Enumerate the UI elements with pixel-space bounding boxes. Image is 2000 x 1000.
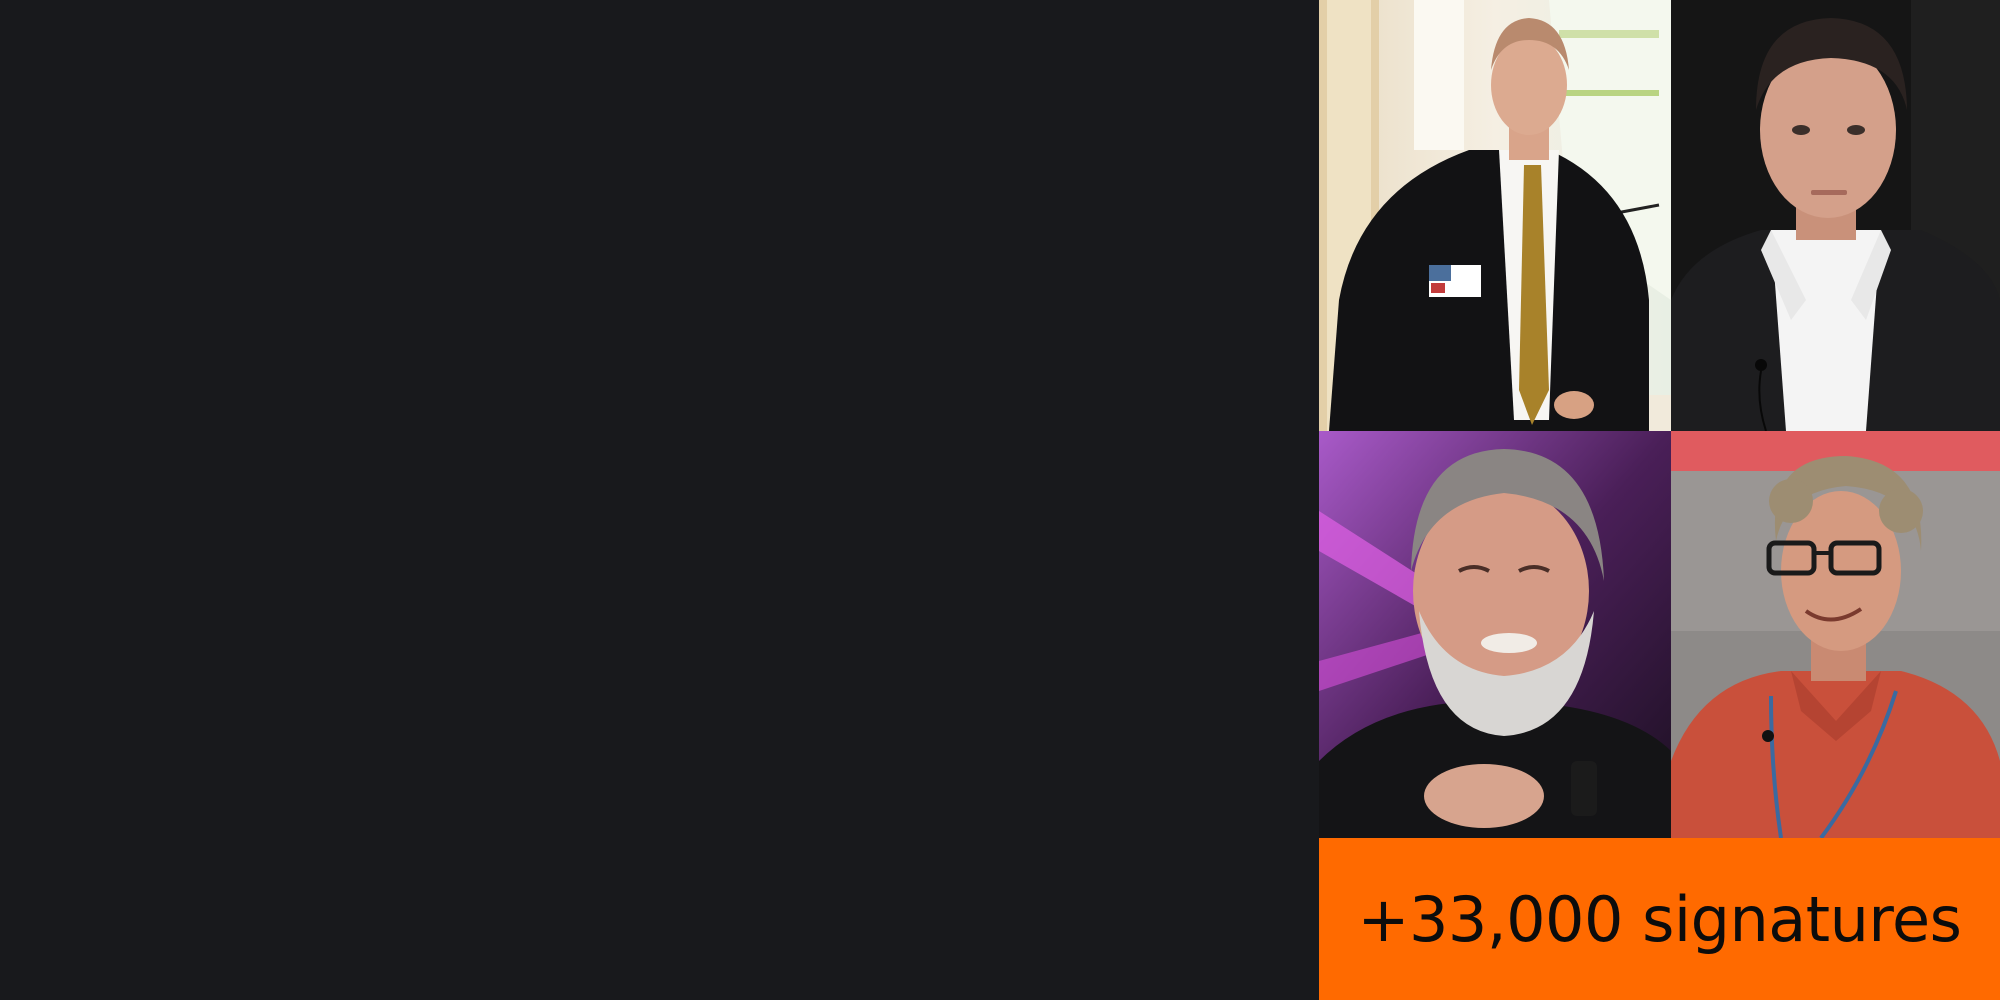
signatory-photo-grid <box>1319 0 2000 838</box>
signature-count-text: +33,000 signatures <box>1357 882 1962 956</box>
man-dark-background-photo <box>1671 0 2000 431</box>
man-glasses-red-shirt-photo <box>1671 431 2000 838</box>
empty-dark-panel <box>0 0 1319 1000</box>
man-grey-beard-photo <box>1319 431 1671 838</box>
signature-count-banner: +33,000 signatures <box>1319 838 2000 1000</box>
speaker-at-podium-photo <box>1319 0 1671 431</box>
